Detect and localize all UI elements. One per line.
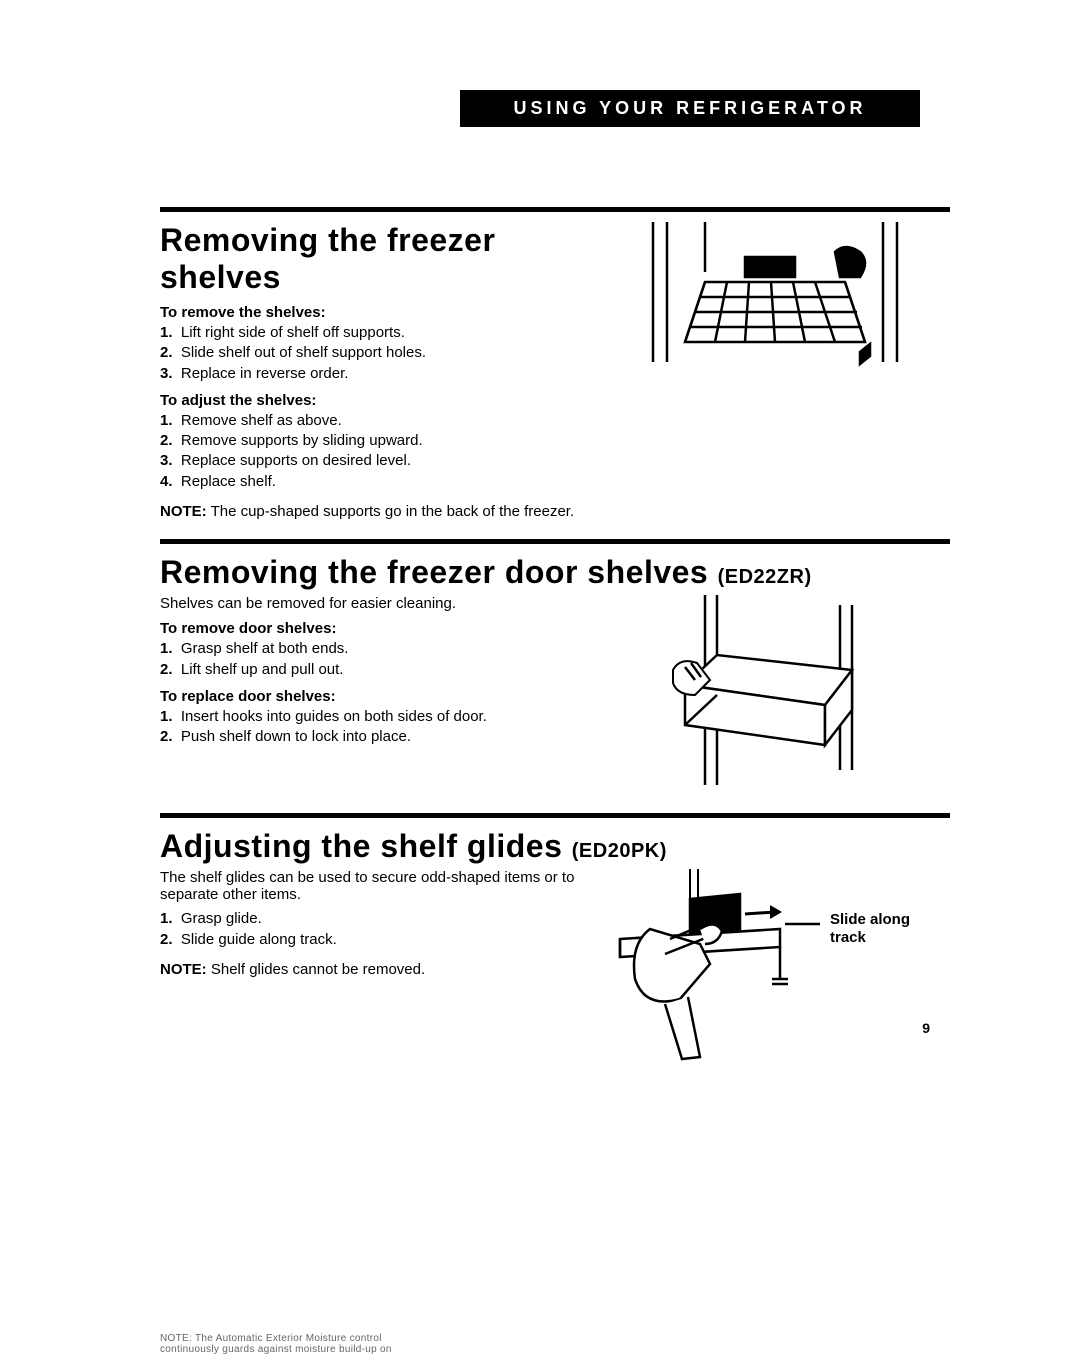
section-removing-freezer-shelves: Removing the freezer shelves To remove t…	[160, 212, 950, 539]
steps-list: 1. Grasp glide. 2. Slide guide along tra…	[160, 909, 580, 950]
list-item: 4. Replace shelf.	[160, 472, 580, 492]
subheading: To replace door shelves:	[160, 688, 580, 705]
note-body: Shelf glides cannot be removed.	[211, 961, 425, 978]
section-removing-door-shelves: Removing the freezer door shelves (ED22Z…	[160, 544, 950, 813]
list-item: 2. Slide guide along track.	[160, 930, 580, 950]
model-tag: (ED20PK)	[572, 840, 667, 862]
intro-text: The shelf glides can be used to secure o…	[160, 869, 580, 903]
steps-list: 1. Remove shelf as above. 2. Remove supp…	[160, 411, 580, 492]
step-text: Replace shelf.	[181, 473, 276, 490]
model-tag: (ED22ZR)	[718, 566, 812, 588]
step-text: Remove supports by sliding upward.	[181, 432, 423, 449]
door-shelf-illustration	[655, 595, 895, 795]
footer-cutoff-text: NOTE: The Automatic Exterior Moisture co…	[160, 1333, 392, 1355]
step-text: Slide guide along track.	[181, 931, 337, 948]
section-title: Removing the freezer shelves	[160, 222, 580, 296]
title-text: Adjusting the shelf glides	[160, 828, 562, 864]
step-text: Lift shelf up and pull out.	[181, 661, 344, 678]
list-item: 2. Lift shelf up and pull out.	[160, 660, 580, 680]
section-adjusting-shelf-glides: Adjusting the shelf glides (ED20PK) The …	[160, 818, 950, 1092]
list-item: 3. Replace supports on desired level.	[160, 451, 580, 471]
step-text: Lift right side of shelf off supports.	[181, 324, 405, 341]
steps-list: 1. Grasp shelf at both ends. 2. Lift she…	[160, 639, 580, 680]
list-item: 1. Lift right side of shelf off supports…	[160, 323, 580, 343]
section-title: Removing the freezer door shelves (ED22Z…	[160, 554, 950, 591]
note-label: NOTE:	[160, 961, 207, 978]
step-text: Replace in reverse order.	[181, 365, 349, 382]
list-item: 1. Insert hooks into guides on both side…	[160, 707, 580, 727]
shelf-glide-illustration	[610, 869, 840, 1069]
list-item: 1. Remove shelf as above.	[160, 411, 580, 431]
subheading: To remove the shelves:	[160, 304, 580, 321]
step-text: Replace supports on desired level.	[181, 452, 411, 469]
list-item: 2. Push shelf down to lock into place.	[160, 727, 580, 747]
intro-text: Shelves can be removed for easier cleani…	[160, 595, 580, 612]
list-item: 3. Replace in reverse order.	[160, 364, 580, 384]
step-text: Slide shelf out of shelf support holes.	[181, 344, 426, 361]
footer-line: NOTE: The Automatic Exterior Moisture co…	[160, 1333, 382, 1344]
footer-line: continuously guards against moisture bui…	[160, 1344, 392, 1355]
step-text: Insert hooks into guides on both sides o…	[181, 708, 487, 725]
subheading: To adjust the shelves:	[160, 392, 580, 409]
section-title: Adjusting the shelf glides (ED20PK)	[160, 828, 950, 865]
figure-caption: Slide along track	[830, 911, 940, 947]
note-body: The cup-shaped supports go in the back o…	[211, 503, 575, 520]
note-label: NOTE:	[160, 503, 207, 520]
list-item: 2. Slide shelf out of shelf support hole…	[160, 343, 580, 363]
step-text: Remove shelf as above.	[181, 412, 342, 429]
list-item: 2. Remove supports by sliding upward.	[160, 431, 580, 451]
step-text: Grasp shelf at both ends.	[181, 640, 349, 657]
page-number: 9	[922, 1020, 930, 1036]
note-text: NOTE: The cup-shaped supports go in the …	[160, 502, 580, 522]
section-header-bar: USING YOUR REFRIGERATOR	[460, 90, 920, 127]
freezer-shelf-illustration	[635, 222, 915, 372]
title-text: Removing the freezer door shelves	[160, 554, 708, 590]
steps-list: 1. Lift right side of shelf off supports…	[160, 323, 580, 384]
list-item: 1. Grasp glide.	[160, 909, 580, 929]
step-text: Push shelf down to lock into place.	[181, 728, 411, 745]
subheading: To remove door shelves:	[160, 620, 580, 637]
list-item: 1. Grasp shelf at both ends.	[160, 639, 580, 659]
steps-list: 1. Insert hooks into guides on both side…	[160, 707, 580, 748]
step-text: Grasp glide.	[181, 910, 262, 927]
note-text: NOTE: Shelf glides cannot be removed.	[160, 960, 580, 980]
